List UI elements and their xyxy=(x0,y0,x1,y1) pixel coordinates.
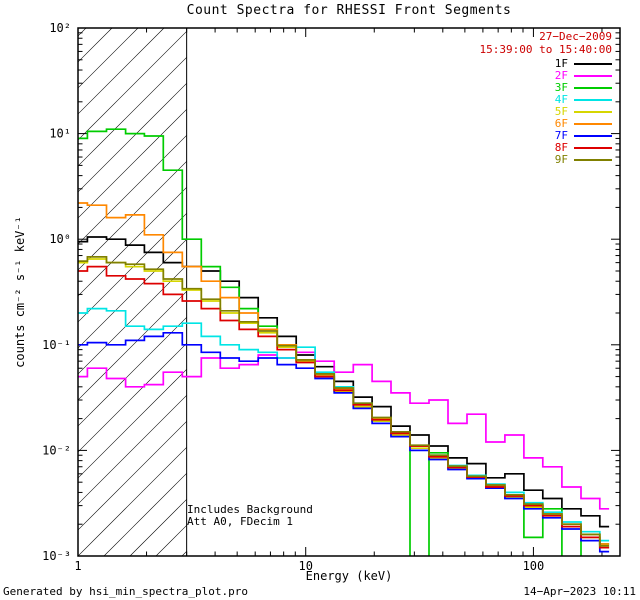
legend-item-3F: 3F xyxy=(555,82,612,94)
footer-generated-by: Generated by hsi_min_spectra_plot.pro xyxy=(3,585,249,598)
chart-title: Count Spectra for RHESSI Front Segments xyxy=(186,3,512,18)
series-line-6F xyxy=(78,202,610,545)
annotation-includes-background: Includes Background xyxy=(187,503,313,516)
legend-label: 8F xyxy=(554,141,568,154)
legend-date: 27−Dec−2009 xyxy=(539,30,612,43)
series-line-9F xyxy=(78,256,610,547)
series-line-7F xyxy=(78,331,610,553)
legend-line-swatch xyxy=(574,111,612,113)
series-line-1F xyxy=(78,236,610,528)
y-tick-label: 10⁻³ xyxy=(42,549,71,563)
y-tick-label: 10² xyxy=(49,21,71,35)
legend-item-1F: 1F xyxy=(555,58,612,70)
x-tick-label: 1 xyxy=(74,559,81,573)
legend-line-swatch xyxy=(574,75,612,77)
legend-label: 7F xyxy=(554,129,568,142)
legend-item-5F: 5F xyxy=(555,106,612,118)
plot-frame xyxy=(77,27,621,557)
legend-line-swatch xyxy=(574,87,612,89)
legend-item-9F: 9F xyxy=(555,154,612,166)
legend-line-swatch xyxy=(574,63,612,65)
legend-label: 5F xyxy=(554,105,568,118)
legend-line-swatch xyxy=(574,123,612,125)
legend-line-swatch xyxy=(574,99,612,101)
series-line-3F xyxy=(78,128,610,556)
annotation-attenuator-state: Att A0, FDecim 1 xyxy=(187,515,293,528)
legend-label: 4F xyxy=(554,93,568,106)
series-line-8F xyxy=(78,265,610,549)
legend: 1F 2F 3F 4F 5F 6F 7F 8F 9F xyxy=(555,58,612,166)
y-tick-label: 10⁰ xyxy=(49,232,71,246)
x-tick-label: 100 xyxy=(523,559,545,573)
legend-item-8F: 8F xyxy=(555,142,612,154)
legend-time-range: 15:39:00 to 15:40:00 xyxy=(479,43,612,56)
y-axis-label: counts cm⁻² s⁻¹ keV⁻¹ xyxy=(13,216,27,368)
legend-item-2F: 2F xyxy=(555,70,612,82)
legend-label: 3F xyxy=(554,81,568,94)
legend-item-6F: 6F xyxy=(555,118,612,130)
y-tick-label: 10⁻² xyxy=(42,443,71,457)
x-axis-label: Energy (keV) xyxy=(305,569,393,583)
excluded-region-hatch xyxy=(78,28,188,556)
x-tick-label: 10 xyxy=(298,559,312,573)
legend-item-4F: 4F xyxy=(555,94,612,106)
y-tick-label: 10⁻¹ xyxy=(42,338,71,352)
legend-label: 2F xyxy=(554,69,568,82)
legend-label: 6F xyxy=(554,117,568,130)
legend-label: 9F xyxy=(554,153,568,166)
legend-line-swatch xyxy=(574,159,612,161)
axis-ticks xyxy=(77,27,620,557)
legend-line-swatch xyxy=(574,147,612,149)
legend-line-swatch xyxy=(574,135,612,137)
footer-datetime: 14−Apr−2023 10:11 xyxy=(523,585,636,598)
series-line-2F xyxy=(78,351,610,510)
legend-item-7F: 7F xyxy=(555,130,612,142)
y-tick-label: 10¹ xyxy=(49,127,71,141)
legend-label: 1F xyxy=(554,57,568,70)
